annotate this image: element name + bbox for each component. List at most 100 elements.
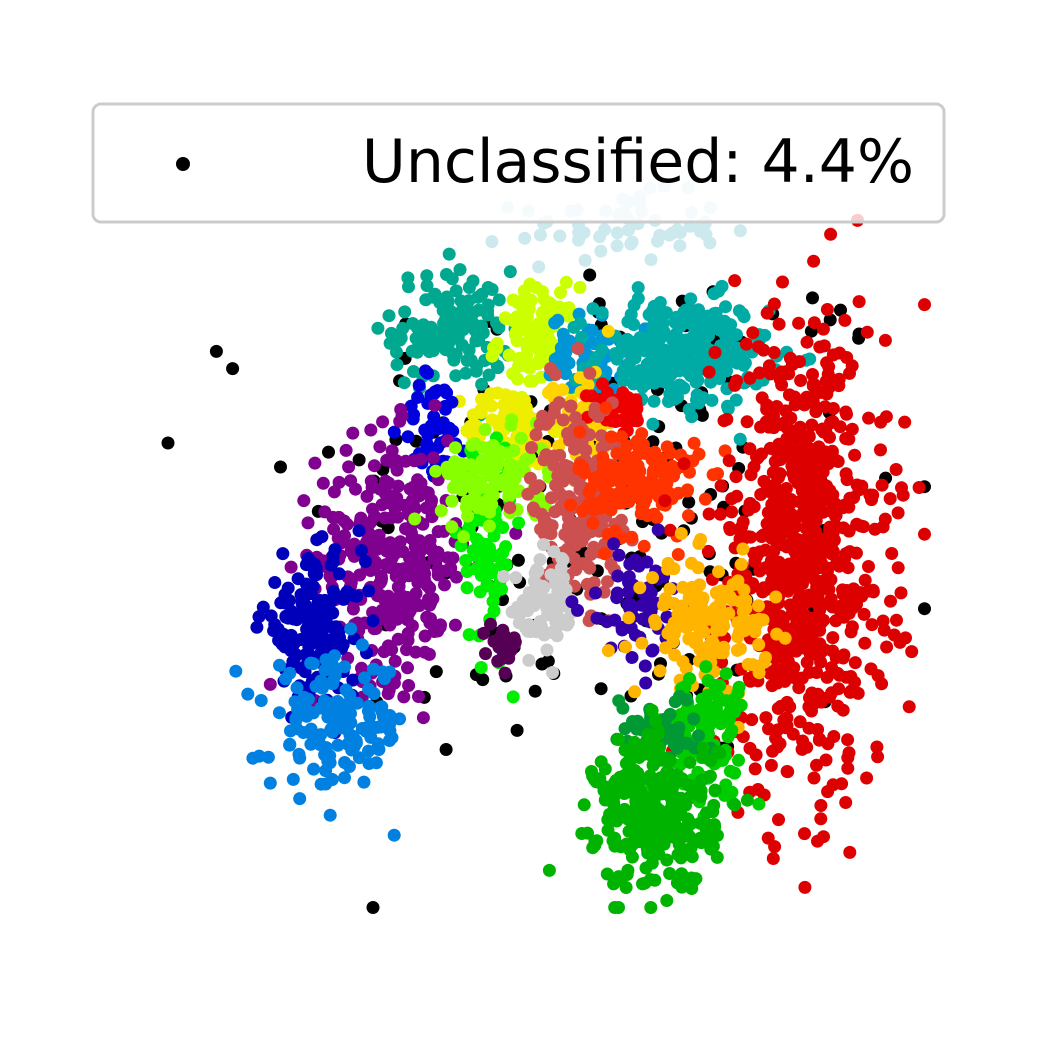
cluster-point — [620, 868, 634, 881]
cluster-point — [820, 670, 834, 684]
cluster-point — [682, 632, 696, 646]
cluster-point — [511, 600, 524, 614]
cluster-point — [600, 867, 614, 881]
cluster-point — [703, 819, 717, 832]
cluster-point — [742, 501, 756, 515]
cluster-point — [334, 697, 348, 711]
cluster-point — [684, 292, 698, 306]
cluster-point — [631, 485, 644, 498]
cluster-point — [556, 383, 570, 397]
cluster-point — [444, 305, 458, 318]
cluster-point — [663, 387, 677, 401]
unclassified-point — [594, 682, 608, 696]
cluster-point — [786, 354, 800, 368]
cluster-point — [746, 326, 760, 340]
cluster-point — [459, 366, 473, 380]
cluster-point — [438, 578, 451, 592]
cluster-point — [647, 793, 661, 807]
cluster-point — [722, 713, 736, 726]
cluster-point — [776, 275, 789, 289]
cluster-point — [564, 498, 577, 512]
cluster-point — [683, 672, 696, 686]
cluster-point — [576, 460, 590, 474]
cluster-point — [757, 474, 771, 488]
cluster-point — [529, 428, 543, 442]
cluster-point — [646, 643, 660, 657]
cluster-point — [898, 415, 912, 429]
cluster-point — [306, 618, 319, 632]
cluster-point — [848, 656, 862, 670]
cluster-point — [578, 253, 592, 267]
cluster-point — [688, 346, 702, 360]
cluster-point — [822, 360, 836, 374]
cluster-point — [338, 660, 351, 674]
cluster-point — [670, 223, 684, 237]
cluster-point — [768, 840, 782, 854]
cluster-point — [584, 389, 598, 403]
cluster-point — [520, 335, 534, 349]
cluster-point — [848, 448, 862, 462]
cluster-point — [809, 405, 823, 419]
cluster-point — [787, 567, 801, 581]
cluster-point — [532, 583, 546, 597]
cluster-point — [571, 603, 584, 617]
cluster-point — [446, 551, 460, 565]
cluster-point — [412, 378, 426, 392]
cluster-point — [652, 847, 666, 861]
cluster-point — [241, 687, 255, 701]
cluster-point — [772, 317, 786, 331]
cluster-point — [655, 828, 669, 842]
cluster-point — [529, 280, 543, 294]
cluster-point — [318, 505, 332, 519]
cluster-point — [912, 481, 926, 494]
cluster-point — [289, 711, 303, 725]
cluster-point — [608, 613, 622, 627]
cluster-point — [449, 284, 463, 298]
cluster-point — [646, 571, 659, 585]
unclassified-point — [209, 344, 223, 358]
cluster-point — [728, 798, 742, 812]
cluster-point — [674, 851, 688, 865]
cluster-point — [841, 561, 855, 575]
cluster-point — [453, 263, 467, 277]
cluster-point — [738, 356, 752, 370]
cluster-point — [843, 845, 857, 859]
cluster-point — [402, 280, 415, 294]
cluster-point — [542, 342, 556, 356]
cluster-point — [683, 790, 696, 804]
cluster-point — [767, 505, 781, 519]
cluster-point — [842, 746, 856, 760]
cluster-point — [402, 569, 416, 583]
cluster-point — [457, 530, 470, 544]
cluster-point — [581, 559, 595, 573]
cluster-point — [894, 586, 908, 600]
cluster-point — [554, 341, 568, 355]
unclassified-point — [918, 602, 931, 616]
cluster-point — [752, 599, 765, 613]
cluster-point — [492, 293, 506, 307]
cluster-point — [827, 373, 841, 387]
cluster-point — [663, 523, 677, 537]
cluster-point — [510, 310, 524, 324]
cluster-point — [623, 356, 637, 370]
cluster-point — [657, 375, 671, 389]
cluster-point — [785, 507, 799, 521]
cluster-point — [814, 646, 828, 659]
cluster-point — [490, 336, 504, 350]
cluster-point — [635, 427, 649, 441]
cluster-point — [715, 584, 728, 598]
cluster-point — [814, 655, 828, 669]
cluster-point — [824, 573, 838, 587]
cluster-point — [631, 281, 645, 295]
cluster-point — [404, 526, 418, 540]
cluster-point — [826, 631, 840, 645]
cluster-point — [608, 901, 622, 914]
cluster-point — [547, 449, 561, 463]
cluster-point — [782, 367, 796, 381]
cluster-point — [303, 554, 317, 568]
cluster-point — [760, 306, 774, 320]
cluster-point — [575, 827, 589, 840]
cluster-point — [692, 447, 706, 461]
cluster-point — [711, 689, 725, 703]
cluster-point — [272, 706, 286, 720]
